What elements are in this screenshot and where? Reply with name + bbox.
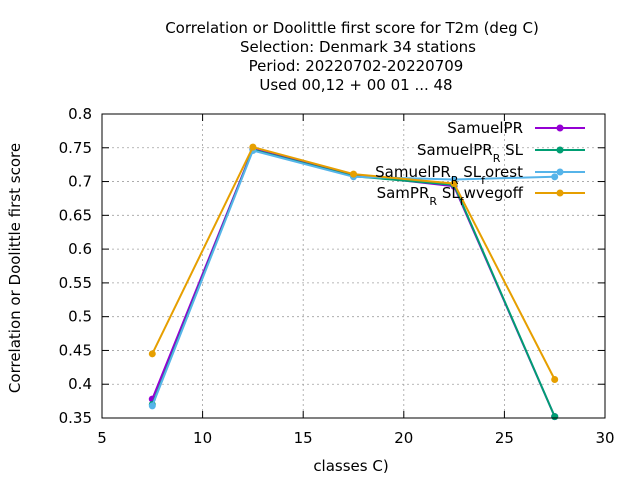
data-point — [551, 173, 559, 181]
title-line-1: Correlation or Doolittle first score for… — [165, 19, 539, 37]
y-tick-label: 0.65 — [59, 206, 92, 224]
data-point — [450, 180, 458, 188]
legend-swatch-marker — [556, 189, 564, 197]
y-tick-label: 0.5 — [68, 308, 92, 326]
x-tick-label: 30 — [595, 429, 614, 447]
legend-entry-1: SamuelPR — [447, 119, 585, 137]
legend-label: SamuelPRR SLforest — [375, 163, 523, 187]
legend-swatch-marker — [556, 168, 564, 176]
data-point — [148, 350, 156, 358]
title-line-2: Selection: Denmark 34 stations — [240, 38, 476, 56]
plot-frame — [101, 113, 606, 419]
legend-entry-3: SamuelPRR SLforest — [375, 163, 585, 187]
y-tick-label: 0.8 — [68, 105, 92, 123]
y-tick-label: 0.35 — [59, 409, 92, 427]
legend-swatch-marker — [556, 124, 564, 132]
y-tick-label: 0.6 — [68, 240, 92, 258]
data-point — [148, 402, 156, 410]
y-tick-label: 0.75 — [59, 139, 92, 157]
title-line-3: Period: 20220702-20220709 — [249, 57, 464, 75]
y-tick-label: 0.4 — [68, 375, 92, 393]
x-tick-label: 20 — [394, 429, 413, 447]
data-point — [551, 375, 559, 383]
x-tick-label: 5 — [97, 429, 107, 447]
legend-label: SamuelPRR SL — [417, 141, 524, 165]
y-tick-label: 0.7 — [68, 173, 92, 191]
title-line-4: Used 00,12 + 00 01 ... 48 — [259, 76, 452, 94]
legend-label: SamuelPR — [447, 119, 523, 137]
chart-title: Correlation or Doolittle first score for… — [165, 19, 539, 94]
y-axis-label: Correlation or Doolittle first score — [6, 143, 24, 393]
legend-swatch-marker — [556, 146, 564, 154]
y-tick-label: 0.55 — [59, 274, 92, 292]
series-line — [151, 145, 556, 380]
axis-ticks: 5 10 15 20 25 30 0.35 0.4 0.45 0.5 0.55 0.6 0.65 0.7 0… — [59, 105, 615, 447]
x-axis-label: classes C) — [313, 457, 388, 475]
series-lines — [148, 143, 559, 421]
grid — [102, 114, 605, 418]
series-4 — [148, 143, 559, 383]
data-point — [551, 413, 559, 421]
x-tick-label: 15 — [294, 429, 313, 447]
data-point — [350, 170, 357, 178]
y-tick-label: 0.45 — [59, 341, 92, 359]
x-tick-label: 10 — [193, 429, 212, 447]
x-tick-label: 25 — [495, 429, 514, 447]
legend-entry-4: SamPRR SLfwvegoff — [377, 184, 585, 208]
legend-label: SamPRR SLfwvegoff — [377, 184, 524, 208]
data-point — [249, 143, 257, 151]
legend-entry-2: SamuelPRR SL — [417, 141, 585, 165]
